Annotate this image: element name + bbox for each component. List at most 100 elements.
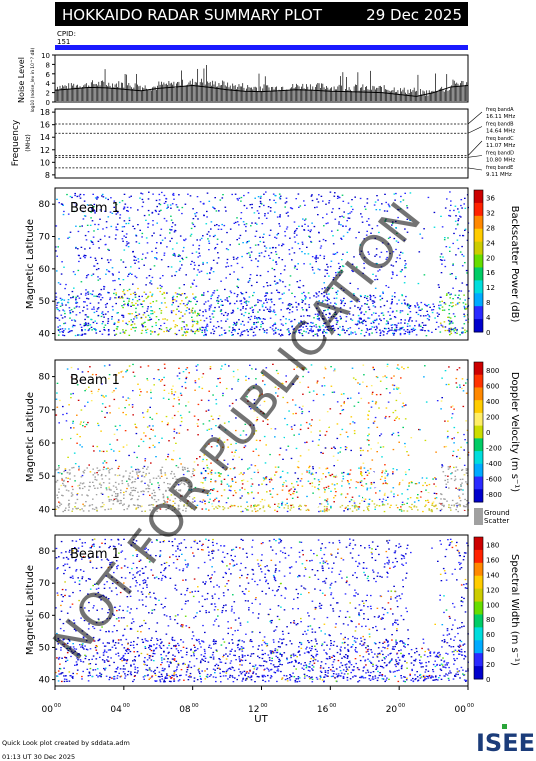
scatter-cell xyxy=(350,318,352,320)
scatter-cell xyxy=(348,470,350,472)
scatter-cell xyxy=(127,397,130,399)
scatter-cell xyxy=(288,489,291,491)
scatter-cell xyxy=(400,328,403,330)
scatter-cell xyxy=(418,325,420,327)
scatter-cell xyxy=(305,505,307,507)
scatter-cell xyxy=(263,204,265,207)
colorbar-segment xyxy=(474,241,483,256)
scatter-cell xyxy=(383,210,386,212)
scatter-cell xyxy=(229,244,231,246)
scatter-cell xyxy=(359,481,362,484)
scatter-cell xyxy=(147,487,149,490)
scatter-cell xyxy=(244,399,246,401)
scatter-cell xyxy=(379,446,382,448)
scatter-cell xyxy=(175,333,178,336)
scatter-cell xyxy=(197,313,200,316)
scatter-cell xyxy=(391,224,393,226)
scatter-cell xyxy=(64,468,67,470)
scatter-cell xyxy=(400,271,402,273)
scatter-cell xyxy=(190,309,193,311)
scatter-cell xyxy=(334,488,336,490)
scatter-cell xyxy=(113,292,115,295)
scatter-cell xyxy=(372,305,375,307)
scatter-cell xyxy=(116,426,118,428)
scatter-cell xyxy=(323,322,325,325)
frequency-ylabel-unit: (MHz) xyxy=(25,134,32,152)
scatter-cell xyxy=(326,269,328,271)
scatter-cell xyxy=(172,302,174,304)
scatter-cell xyxy=(163,217,166,220)
scatter-cell xyxy=(274,323,277,325)
scatter-cell xyxy=(111,273,114,275)
scatter-cell xyxy=(354,378,357,381)
scatter-cell xyxy=(295,412,297,415)
scatter-cell xyxy=(274,283,277,285)
scatter-cell xyxy=(192,312,194,314)
scatter-cell xyxy=(62,204,64,206)
scatter-cell xyxy=(258,255,261,257)
scatter-cell xyxy=(138,242,141,244)
scatter-cell xyxy=(285,480,287,482)
scatter-cell xyxy=(360,473,362,475)
scatter-cell xyxy=(293,368,295,370)
scatter-cell xyxy=(306,495,308,498)
scatter-cell xyxy=(285,212,288,214)
scatter-cell xyxy=(131,313,133,315)
scatter-cell xyxy=(165,197,167,200)
scatter-cell xyxy=(101,311,104,313)
scatter-cell xyxy=(72,466,75,469)
scatter-cell xyxy=(109,468,111,471)
scatter-cell xyxy=(112,485,115,487)
scatter-cell xyxy=(451,305,453,308)
scatter-cell xyxy=(186,303,188,306)
scatter-cell xyxy=(425,477,428,479)
scatter-cell xyxy=(191,282,194,284)
scatter-cell xyxy=(117,212,119,214)
scatter-cell xyxy=(276,234,278,236)
scatter-cell xyxy=(180,294,182,296)
scatter-cell xyxy=(142,325,144,327)
scatter-cell xyxy=(466,500,468,502)
scatter-cell xyxy=(465,307,468,310)
scatter-cell xyxy=(83,194,85,196)
scatter-cell xyxy=(288,330,290,332)
scatter-cell xyxy=(391,324,394,326)
scatter-cell xyxy=(141,329,144,332)
scatter-cell xyxy=(153,498,156,501)
scatter-cell xyxy=(248,467,251,469)
scatter-cell xyxy=(329,408,332,410)
scatter-cell xyxy=(360,397,363,400)
scatter-cell xyxy=(359,253,361,255)
scatter-cell xyxy=(392,334,395,336)
scatter-cell xyxy=(345,493,348,496)
scatter-cell xyxy=(192,208,194,210)
scatter-cell xyxy=(212,310,215,312)
scatter-cell xyxy=(151,293,154,295)
scatter-cell xyxy=(73,427,75,429)
scatter-cell xyxy=(127,485,130,487)
scatter-cell xyxy=(339,506,342,508)
scatter-cell xyxy=(390,277,393,279)
scatter-cell xyxy=(62,495,64,497)
scatter-cell xyxy=(431,510,433,513)
scatter-cell xyxy=(449,507,452,509)
scatter-cell xyxy=(384,480,386,482)
scatter-cell xyxy=(354,504,357,506)
scatter-cell xyxy=(266,292,269,295)
scatter-cell xyxy=(150,333,152,335)
scatter-cell xyxy=(219,298,222,301)
scatter-cell xyxy=(299,509,302,511)
scatter-cell xyxy=(460,488,462,490)
scatter-cell xyxy=(250,382,252,384)
scatter-cell xyxy=(108,405,111,407)
scatter-cell xyxy=(253,421,255,423)
scatter-cell xyxy=(345,320,347,322)
scatter-cell xyxy=(384,477,387,479)
scatter-cell xyxy=(173,198,175,200)
scatter-cell xyxy=(239,457,242,459)
scatter-cell xyxy=(448,214,450,217)
scatter-cell xyxy=(59,297,62,299)
scatter-cell xyxy=(392,272,394,274)
